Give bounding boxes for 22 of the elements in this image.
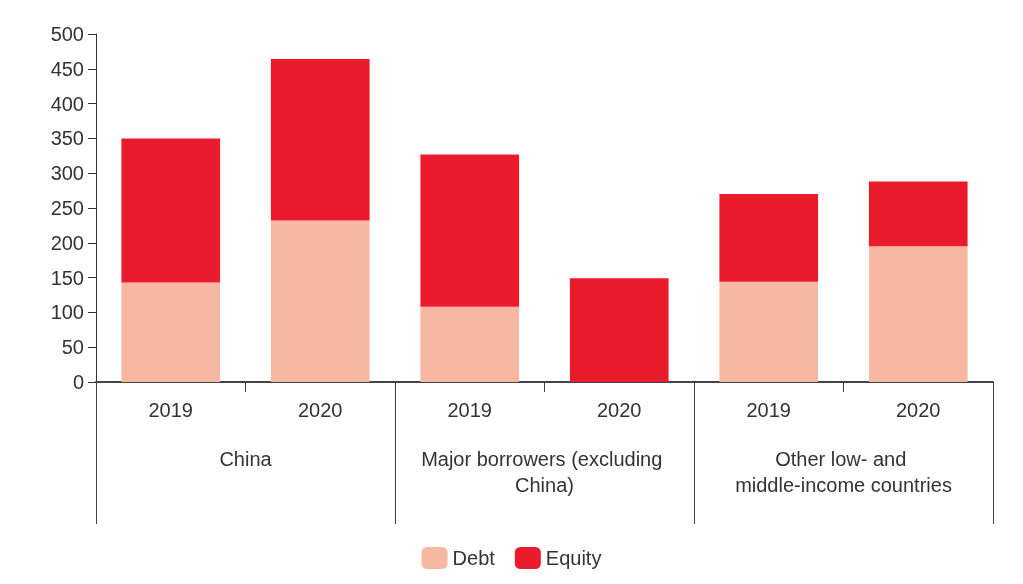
y-tick-label: 100 (50, 301, 84, 324)
text: Other low- and middle-income countries (735, 448, 952, 496)
y-tick-label: 150 (50, 266, 84, 289)
y-tick-label: 200 (50, 231, 84, 254)
y-tick-label: 300 (50, 162, 84, 185)
x-tick-label: 2020 (896, 399, 941, 421)
y-tick-label: 450 (50, 57, 84, 80)
legend-label: Equity (545, 547, 602, 569)
text: China (219, 448, 273, 470)
x-tick-label: 2020 (298, 399, 343, 421)
text: Major borrowers (excluding China) (421, 448, 668, 496)
y-tick-label: 250 (50, 197, 84, 219)
legend-label: Debt (452, 547, 496, 569)
y-tick-label: 400 (50, 92, 84, 115)
x-tick-label: 2020 (597, 399, 642, 421)
x-tick-label: 2019 (148, 399, 193, 421)
y-tick-label: 50 (61, 336, 84, 359)
y-tick-label: 350 (50, 127, 84, 150)
y-tick-label: 500 (50, 23, 84, 45)
y-tick-label: 0 (72, 371, 84, 393)
x-tick-label: 2019 (746, 399, 791, 421)
x-tick-label: 2019 (447, 399, 492, 421)
